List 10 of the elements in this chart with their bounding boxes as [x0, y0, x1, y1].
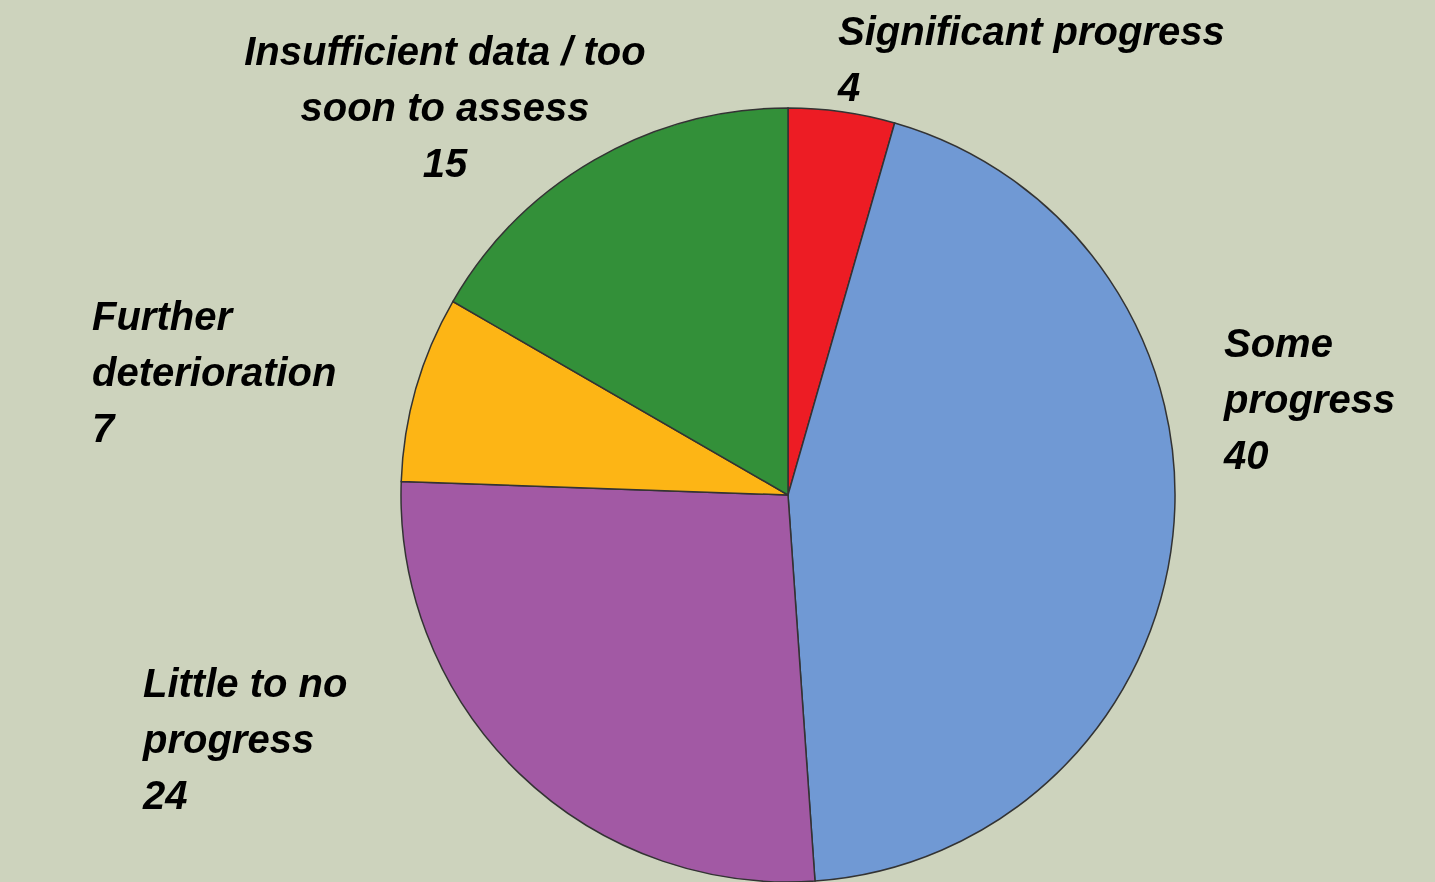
data-label: 40: [1223, 433, 1269, 477]
data-label: 4: [837, 65, 861, 109]
data-label: 7: [92, 406, 116, 450]
data-label: 15: [422, 141, 468, 185]
slice-label: Further deterioration: [92, 294, 337, 394]
data-label: 24: [142, 773, 188, 817]
slice-label: Insufficient data / too soon to assess: [244, 29, 646, 129]
slice-label: Some progress: [1223, 321, 1396, 421]
slice-label: Little to no progress: [142, 661, 348, 761]
slice-label: Significant progress: [838, 9, 1225, 53]
